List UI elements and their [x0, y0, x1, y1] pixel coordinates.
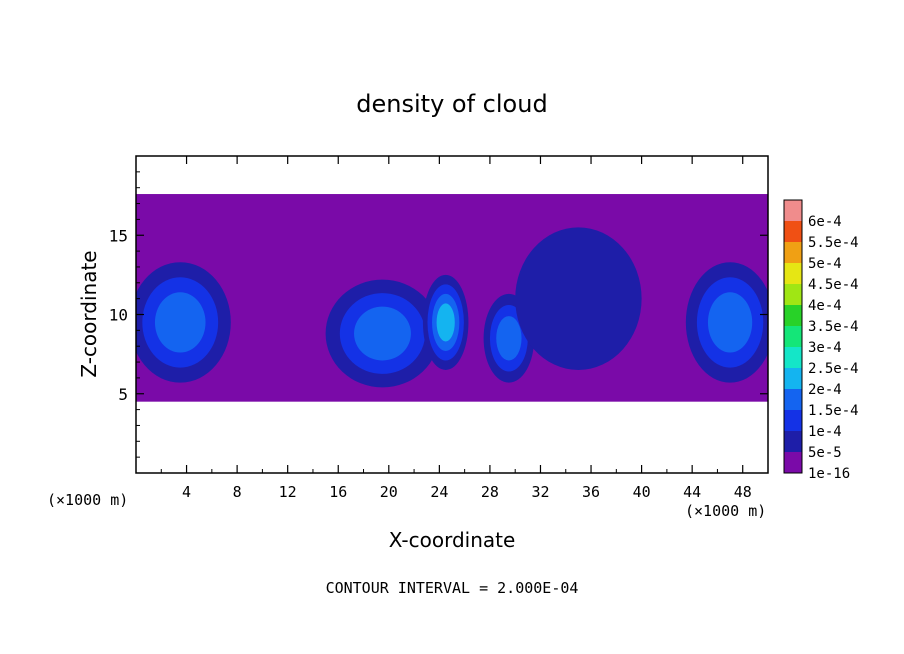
- colorbar-swatch: [784, 347, 802, 368]
- colorbar-label: 4.5e-4: [808, 277, 859, 293]
- cloud-cell: [685, 262, 768, 383]
- x-tick-label: 32: [531, 483, 549, 501]
- colorbar-label: 1e-16: [808, 466, 850, 482]
- colorbar-swatch: [784, 284, 802, 305]
- colorbar-label: 6e-4: [808, 214, 842, 230]
- colorbar-swatch: [784, 452, 802, 473]
- cloud-cell-contour: [707, 292, 753, 353]
- colorbar-swatch: [784, 200, 802, 221]
- contour-interval-note: CONTOUR INTERVAL = 2.000E-04: [326, 579, 579, 597]
- colorbar-label: 1.5e-4: [808, 403, 859, 419]
- colorbar: 1e-16 5e-5 1e-4 1.5e-4 2e-4 2.5e-4 3e-4 3.5e-4 4…: [783, 199, 859, 482]
- x-unit-left: (×1000 m): [47, 491, 128, 509]
- colorbar-swatch: [784, 326, 802, 347]
- colorbar-label: 3e-4: [808, 340, 842, 356]
- cloud-cell-contour: [496, 316, 522, 361]
- y-tick-label: 15: [109, 226, 128, 245]
- x-tick-label: 24: [430, 483, 448, 501]
- colorbar-label: 1e-4: [808, 424, 842, 440]
- colorbar-label: 3.5e-4: [808, 319, 859, 335]
- y-axis-label: Z-coordinate: [77, 250, 101, 377]
- y-tick-label: 10: [109, 306, 128, 325]
- chart-title: density of cloud: [356, 90, 547, 118]
- x-unit-right: (×1000 m): [685, 502, 766, 520]
- colorbar-label: 5e-4: [808, 256, 842, 272]
- x-axis-label: X-coordinate: [389, 528, 516, 552]
- x-tick-label: 36: [582, 483, 600, 501]
- x-tick-label: 44: [683, 483, 701, 501]
- x-tick-label: 40: [633, 483, 651, 501]
- cloud-cell-contour: [436, 303, 455, 342]
- colorbar-frame: [783, 199, 803, 474]
- colorbar-swatch: [784, 305, 802, 326]
- cloud-cell-contour: [354, 306, 411, 361]
- x-tick-label: 28: [481, 483, 499, 501]
- colorbar-swatch: [784, 410, 802, 431]
- colorbar-label: 2e-4: [808, 382, 842, 398]
- x-tick-label: 48: [734, 483, 752, 501]
- cloud-cell: [422, 274, 469, 370]
- x-tick-label: 20: [380, 483, 398, 501]
- colorbar-swatch: [784, 389, 802, 410]
- cloud-cell: [325, 279, 440, 388]
- plot-area: [136, 194, 768, 402]
- x-tick-label: 4: [182, 483, 191, 501]
- colorbar-label: 5.5e-4: [808, 235, 859, 251]
- cloud-cell: [515, 227, 642, 370]
- colorbar-label: 2.5e-4: [808, 361, 859, 377]
- x-tick-label: 12: [279, 483, 297, 501]
- colorbar-swatch: [784, 431, 802, 452]
- y-tick-label: 5: [118, 385, 128, 404]
- colorbar-swatch: [784, 368, 802, 389]
- cloud-cell: [136, 262, 231, 383]
- cloud-cell-contour: [515, 227, 642, 370]
- colorbar-swatch: [784, 263, 802, 284]
- colorbar-label: 4e-4: [808, 298, 842, 314]
- x-tick-label: 8: [233, 483, 242, 501]
- colorbar-swatch: [784, 221, 802, 242]
- colorbar-label: 5e-5: [808, 445, 842, 461]
- x-tick-label: 16: [329, 483, 347, 501]
- cloud-cell-contour: [154, 292, 206, 353]
- colorbar-swatch: [784, 242, 802, 263]
